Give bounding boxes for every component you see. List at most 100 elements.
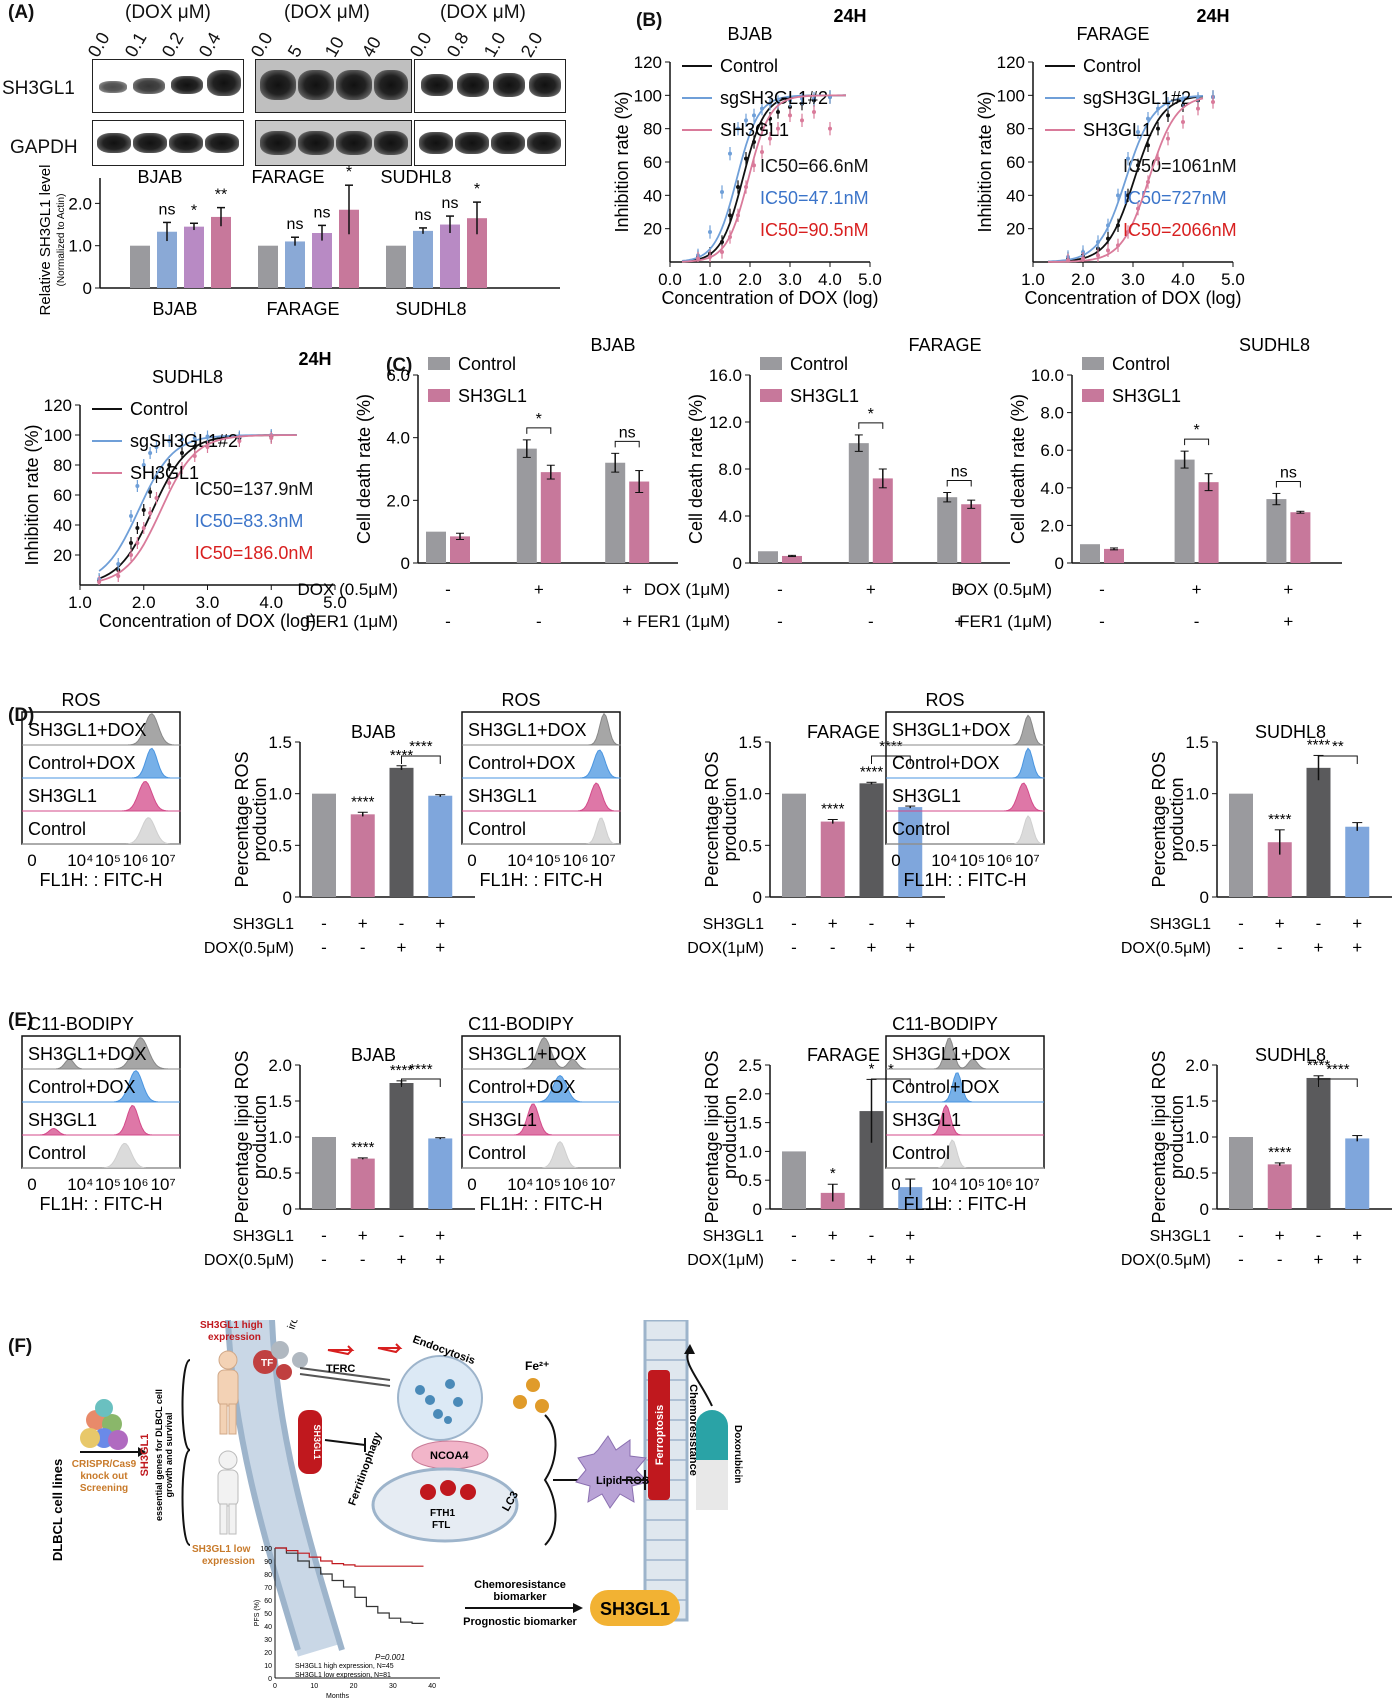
dlbcl-label: DLBCL cell lines	[50, 1459, 65, 1561]
data-point	[720, 250, 724, 254]
bar	[516, 448, 537, 563]
sig-label: ns	[442, 195, 459, 212]
y-tick-label: 10.0	[1031, 366, 1064, 385]
flow-tick: 10⁶	[563, 1175, 589, 1194]
sig-label: ****	[409, 738, 433, 755]
legend-label: SH3GL1	[130, 463, 199, 483]
bar	[339, 209, 359, 288]
row1-value: +	[622, 580, 632, 599]
y-tick-label: 40	[53, 516, 72, 535]
data-point	[1096, 240, 1100, 244]
chart-title: FARAGE	[807, 1045, 880, 1065]
data-point	[1106, 236, 1110, 241]
y-tick-label: 120	[997, 53, 1025, 72]
bar	[898, 807, 923, 897]
flow-histogram	[22, 1142, 180, 1169]
data-point	[1116, 223, 1120, 228]
flow-e: C11-BODIPY SH3GL1+DOX Control+DOX SH3GL1 Con…	[21, 1014, 181, 1214]
chart-e-sudhl8: 0 0.5 1.0 1.5 2.0 Percentage lipid ROSproduct…	[1121, 1045, 1392, 1269]
biomarker1-line2: biomarker	[493, 1591, 547, 1603]
data-point	[728, 151, 732, 156]
bar	[1229, 1137, 1253, 1209]
bar	[782, 1151, 806, 1209]
sig-bracket	[1275, 480, 1301, 488]
bar	[629, 481, 650, 563]
flow-histogram	[886, 1139, 1044, 1169]
blot-strip-gapdh-3	[414, 120, 566, 166]
flow-tick: 10⁶	[123, 1175, 149, 1194]
legend-label: sgSH3GL1#2	[130, 431, 238, 451]
flow-row-label: SH3GL1+DOX	[892, 720, 1011, 740]
bar	[758, 551, 778, 563]
bar	[211, 216, 231, 288]
data-point	[180, 437, 184, 442]
legend-label: sgSH3GL1#2	[1083, 88, 1191, 108]
row1-label: SH3GL1	[233, 1228, 294, 1245]
data-point	[1106, 248, 1110, 253]
flow-tick: 10⁷	[591, 851, 616, 870]
row1-label: SH3GL1	[1150, 1228, 1211, 1245]
row2-label: FER1 (1μM)	[637, 612, 730, 631]
y-tick-label: 100	[44, 426, 72, 445]
blot-strip-sh3gl1-1	[92, 59, 244, 113]
y-axis-label: Percentage ROS	[232, 751, 252, 887]
bar	[467, 218, 487, 288]
bar	[961, 504, 982, 563]
flow-title: ROS	[925, 690, 964, 710]
legend-label: SH3GL1	[1083, 120, 1152, 140]
blot-strip-sh3gl1-2	[255, 59, 412, 113]
km-high-curve	[275, 1547, 424, 1624]
ic50-label: IC50=83.3nM	[195, 511, 304, 531]
y-tick-label: 0.5	[1185, 1164, 1209, 1183]
bar	[898, 1187, 923, 1209]
y-tick-label: 8.0	[718, 460, 742, 479]
flow-histogram	[462, 1075, 620, 1103]
data-point	[760, 150, 764, 154]
bar	[312, 233, 332, 288]
y-tick-label: 20	[643, 220, 662, 239]
row2-label: FER1 (1μM)	[959, 612, 1052, 631]
flow-histogram	[462, 749, 621, 779]
y-axis-label-2: production	[250, 777, 270, 861]
y-tick-label: 1.5	[738, 733, 762, 752]
km-ytick: 100	[260, 1546, 272, 1553]
y-axis-label: Percentage lipid ROS	[232, 1050, 252, 1223]
row2-value: -	[1099, 612, 1105, 631]
sig-bracket	[401, 1078, 441, 1087]
flow-xlabel: FL1H: : FITC-H	[479, 1194, 602, 1214]
flow-tick: 10⁴	[507, 851, 533, 870]
flow-tick: 10⁷	[151, 1175, 176, 1194]
data-point	[205, 445, 210, 449]
y-tick-label: 6.0	[386, 366, 410, 385]
data-point	[788, 113, 792, 118]
sh3gl1-badge: SH3GL1	[600, 1599, 670, 1619]
flow-histogram	[886, 714, 1045, 746]
row1-value: +	[358, 1226, 368, 1245]
row1-label: DOX (0.5μM)	[952, 580, 1052, 599]
y-tick-label: 8.0	[1040, 404, 1064, 423]
y-tick-label: 4.0	[718, 507, 742, 526]
row1-value: +	[954, 580, 964, 599]
ic50-label: IC50=66.6nM	[760, 156, 869, 176]
data-point	[752, 163, 756, 168]
row2-value: -	[791, 1250, 797, 1269]
data-point	[1211, 100, 1215, 104]
legend-swatch	[1082, 389, 1104, 402]
y-axis-label: Percentage ROS	[702, 751, 722, 887]
bar	[389, 767, 414, 897]
y-tick-label: 20	[53, 546, 72, 565]
x-tick-label: 5.0	[323, 593, 347, 612]
flow-row-label: SH3GL1	[468, 786, 537, 806]
group-label: BJAB	[152, 299, 197, 319]
ic50-label: IC50=2066nM	[1123, 220, 1237, 240]
flow-histogram	[886, 815, 1045, 845]
y-axis-label: Percentage lipid ROS	[1149, 1050, 1169, 1223]
flow-tick: 10⁷	[151, 851, 176, 870]
x-tick-label: 4.0	[818, 270, 842, 289]
high-expr-2: expression	[208, 1332, 261, 1343]
bar	[350, 814, 375, 897]
flow-tick: 10⁵	[95, 1175, 121, 1194]
